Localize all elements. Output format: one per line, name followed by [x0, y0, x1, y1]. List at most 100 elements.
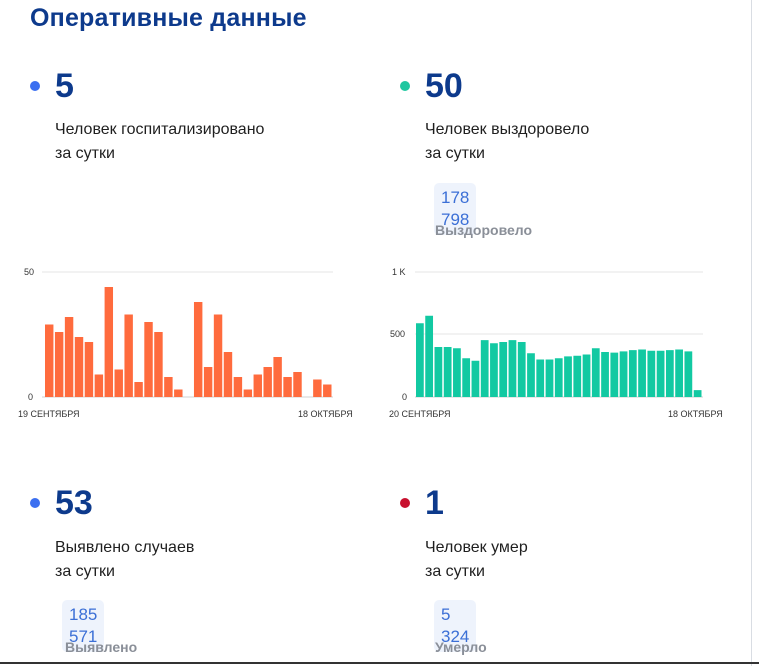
hospitalized-bar-chart: 50 0 19 СЕНТЯБРЯ 18 ОКТЯБРЯ	[18, 267, 353, 419]
deaths-value: 1	[425, 484, 444, 522]
deaths-description: Человек умер за сутки	[425, 536, 685, 584]
deaths-total-badge: 5 324	[434, 600, 477, 652]
bar	[283, 377, 292, 397]
bar	[517, 342, 526, 397]
bar	[64, 317, 74, 397]
bar	[263, 367, 272, 397]
recovered-bar-chart: 1 K 500 0 20 СЕНТЯБРЯ 18 ОКТЯБРЯ	[389, 267, 723, 419]
bar	[610, 352, 619, 398]
bar	[665, 350, 674, 398]
bar	[564, 356, 572, 398]
recovered-description: Человек выздоровело за сутки	[425, 118, 685, 166]
bar	[462, 358, 471, 397]
y-tick-label-zero: 0	[402, 392, 407, 402]
x-label-start: 20 СЕНТЯБРЯ	[389, 409, 451, 419]
bar	[104, 287, 114, 397]
cases-line1: Выявлено случаев	[55, 539, 195, 556]
bar	[582, 354, 591, 397]
red-dot-icon	[400, 498, 410, 508]
bar	[443, 347, 452, 397]
bar	[293, 372, 302, 397]
bars-group	[416, 315, 702, 398]
bar	[134, 382, 143, 397]
x-label-end: 18 ОКТЯБРЯ	[298, 409, 353, 419]
bar	[193, 302, 203, 397]
bar	[591, 348, 600, 397]
hospitalized-description: Человек госпитализировано за сутки	[55, 118, 315, 166]
bar	[499, 342, 508, 397]
recovered-total-label: Выздоровело	[435, 222, 533, 238]
x-label-start: 19 СЕНТЯБРЯ	[18, 409, 80, 419]
bar	[54, 332, 64, 397]
bar	[203, 367, 213, 397]
bar	[480, 340, 489, 398]
cases-description: Выявлено случаев за сутки	[55, 536, 315, 584]
green-dot-icon	[400, 81, 410, 91]
bar	[416, 323, 424, 397]
deaths-total-label: Умерло	[435, 639, 487, 655]
recovered-line2: за сутки	[425, 145, 485, 162]
bar	[684, 351, 693, 398]
bar	[243, 389, 253, 397]
bar	[471, 360, 480, 397]
recovered-line1: Человек выздоровело	[425, 121, 590, 138]
bar	[545, 359, 554, 397]
bar	[114, 369, 123, 397]
hospitalized-value: 5	[55, 67, 74, 105]
bars-group	[45, 287, 332, 397]
bar	[693, 390, 702, 398]
bar	[628, 350, 637, 398]
bar	[124, 314, 133, 397]
hospitalized-line1: Человек госпитализировано	[55, 121, 265, 138]
bar	[45, 324, 54, 397]
cases-value: 53	[55, 484, 93, 522]
x-label-end: 18 ОКТЯБРЯ	[668, 409, 723, 419]
recovered-total-badge: 178 798	[434, 183, 477, 235]
bar	[490, 343, 498, 397]
blue-dot-icon	[30, 81, 40, 91]
deaths-line1: Человек умер	[425, 539, 528, 556]
bar	[647, 350, 656, 397]
bar	[638, 349, 646, 397]
bar	[273, 357, 282, 397]
hospitalized-line2: за сутки	[55, 145, 115, 162]
bar	[174, 389, 183, 397]
bar	[508, 340, 517, 398]
bar	[573, 355, 582, 397]
y-tick-label-max: 1 K	[392, 267, 406, 277]
page-title: Оперативные данные	[30, 4, 307, 32]
bar	[84, 342, 94, 397]
bar	[675, 349, 683, 397]
frame-divider-right	[751, 0, 752, 666]
cases-line2: за сутки	[55, 563, 115, 580]
bar	[94, 374, 104, 397]
bar	[527, 353, 535, 397]
bar	[233, 377, 243, 397]
bar	[74, 337, 84, 397]
bar	[554, 358, 563, 397]
bar	[619, 351, 628, 398]
blue-dot-icon	[30, 498, 40, 508]
bar	[656, 350, 665, 397]
bar	[453, 348, 461, 397]
bar	[601, 352, 609, 397]
bar	[536, 359, 545, 397]
bar	[323, 384, 332, 397]
frame-divider-bottom	[0, 662, 759, 664]
bar	[223, 352, 233, 397]
bar	[253, 374, 262, 397]
bar	[313, 379, 322, 397]
bar	[154, 332, 163, 397]
recovered-value: 50	[425, 67, 463, 105]
bar	[144, 322, 153, 397]
cases-total-badge: 185 571	[62, 600, 105, 652]
y-tick-label-mid: 500	[390, 329, 405, 339]
bar	[425, 315, 434, 397]
deaths-line2: за сутки	[425, 563, 485, 580]
y-tick-label-max: 50	[24, 267, 34, 277]
cases-total-label: Выявлено	[65, 639, 138, 655]
bar	[164, 377, 173, 397]
bar	[213, 314, 223, 397]
bar	[434, 347, 443, 397]
y-tick-label-zero: 0	[28, 392, 33, 402]
